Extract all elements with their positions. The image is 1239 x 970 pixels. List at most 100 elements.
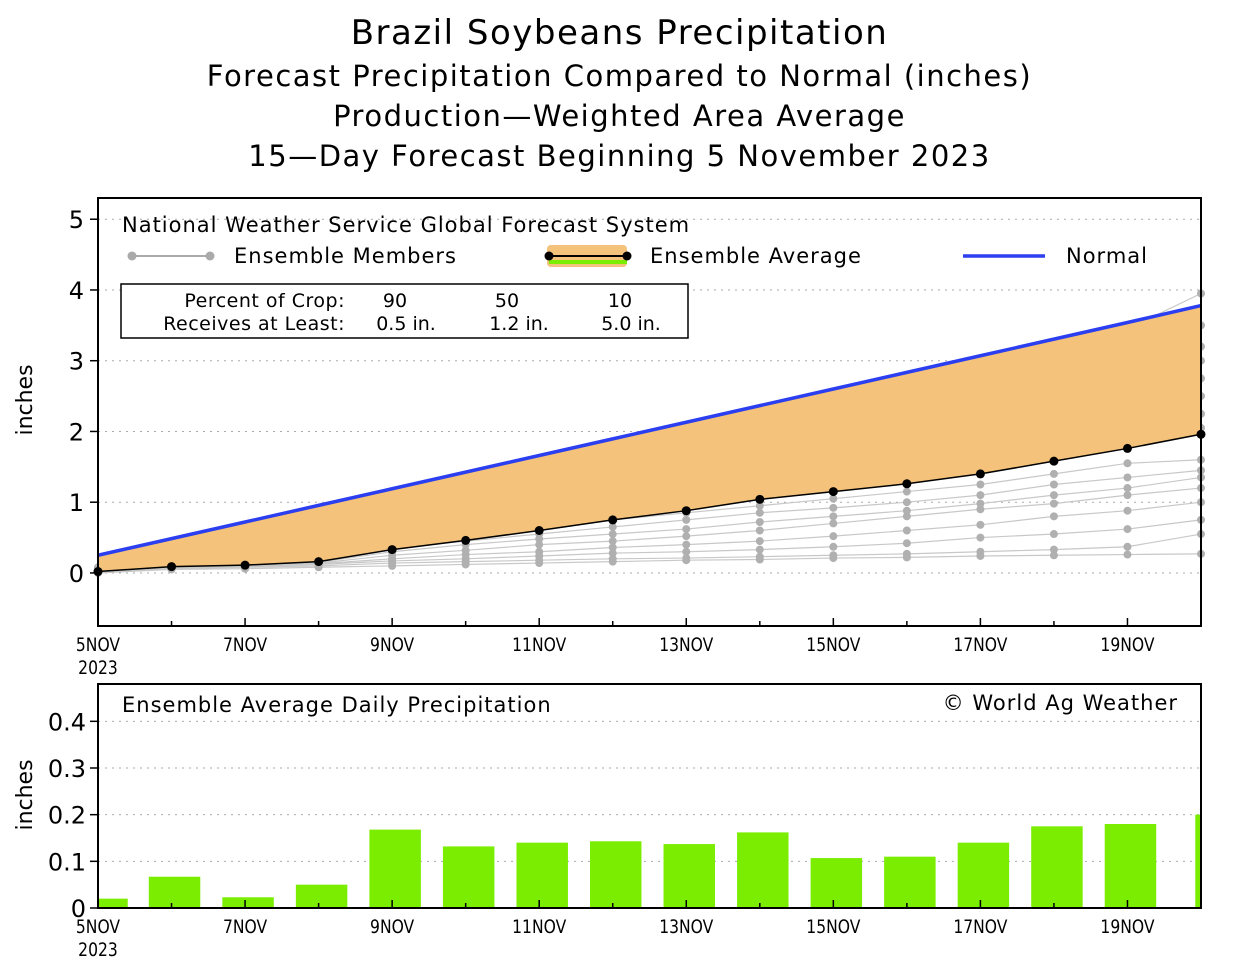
- member-point: [535, 547, 544, 556]
- top-y-tick-label: 1: [69, 489, 84, 517]
- top-x-tick-label: 19NOV: [1100, 635, 1154, 657]
- member-line: [97, 487, 1202, 573]
- member-point: [829, 532, 838, 541]
- member-point: [829, 519, 838, 528]
- ensemble-average-point: [1122, 443, 1132, 453]
- top-y-tick-label: 0: [69, 560, 84, 588]
- member-point: [1123, 484, 1132, 493]
- daily-bar: [1195, 814, 1201, 908]
- top-y-axis: 0 1 2 3 4 5: [69, 206, 98, 588]
- top-panel-title: National Weather Service Global Forecast…: [122, 213, 690, 237]
- daily-bar: [516, 842, 568, 908]
- anomaly-area: [98, 305, 1201, 572]
- member-point: [608, 543, 617, 552]
- bottom-x-tick-label: 9NOV: [370, 917, 414, 939]
- top-plot-frame: [97, 197, 1202, 627]
- member-point: [461, 546, 470, 555]
- member-point: [1049, 512, 1058, 521]
- crop-amt-90: 0.5 in.: [376, 313, 436, 335]
- legend-members-dot-right: [205, 251, 215, 261]
- normal-line: [97, 303, 1202, 557]
- daily-bar: [957, 842, 1010, 908]
- member-point: [755, 545, 764, 554]
- daily-bar: [222, 897, 274, 908]
- top-x-axis: 5NOV 7NOV 9NOV 11NOV 13NOV 15NOV 17NOV 19NOV 202…: [76, 618, 1202, 680]
- bottom-x-tick-label: 7NOV: [223, 917, 267, 939]
- member-point: [682, 515, 691, 524]
- bottom-x-tick-label: 17NOV: [953, 917, 1007, 939]
- top-y-tick-label: 3: [69, 348, 84, 376]
- top-y-tick-label: 4: [69, 277, 84, 305]
- member-point: [1049, 491, 1058, 500]
- member-point: [902, 539, 911, 548]
- member-point: [976, 505, 985, 514]
- member-point: [976, 480, 985, 489]
- crop-pct-50: 50: [495, 290, 519, 312]
- crop-table-box: [120, 283, 689, 339]
- member-point: [755, 552, 764, 561]
- daily-bar: [295, 884, 348, 908]
- bottom-gridlines: [98, 720, 1201, 862]
- series-lines: [93, 303, 1206, 577]
- chart-subtitle-3: 15—Day Forecast Beginning 5 November 202…: [248, 139, 991, 173]
- ensemble-average-point: [314, 557, 324, 567]
- member-point: [829, 512, 838, 521]
- crop-table-header: Percent of Crop:: [184, 290, 345, 312]
- member-point: [829, 494, 838, 503]
- bottom-y-tick-label: 0.4: [48, 708, 86, 736]
- daily-bar: [148, 876, 201, 908]
- member-point: [608, 537, 617, 546]
- member-point: [1123, 491, 1132, 500]
- daily-bar: [737, 832, 789, 908]
- top-x-year-label: 2023: [78, 658, 118, 680]
- legend-normal-label: Normal: [1066, 244, 1148, 268]
- crop-amt-10: 5.0 in.: [601, 313, 661, 335]
- member-point: [608, 530, 617, 539]
- legend-average-label: Ensemble Average: [650, 244, 862, 268]
- top-x-tick-label: 7NOV: [223, 635, 267, 657]
- top-x-tick-label: 9NOV: [370, 635, 414, 657]
- daily-bars: [98, 814, 1201, 908]
- top-x-tick-label: 13NOV: [659, 635, 713, 657]
- bottom-x-tick-label: 5NOV: [76, 917, 120, 939]
- member-point: [755, 508, 764, 517]
- ensemble-average-point: [461, 535, 471, 545]
- ensemble-average-point: [387, 545, 397, 555]
- bottom-plot-frame: [97, 683, 1202, 909]
- chart-subtitle-2: Production—Weighted Area Average: [333, 99, 906, 133]
- member-point: [829, 503, 838, 512]
- bottom-x-year-label: 2023: [78, 940, 118, 962]
- bottom-y-axis-label: inches: [13, 759, 38, 830]
- member-point: [755, 526, 764, 535]
- chart-title-block: Brazil Soybeans Precipitation Forecast P…: [0, 10, 1239, 176]
- member-point: [902, 549, 911, 558]
- daily-bar: [1031, 826, 1083, 908]
- member-point: [682, 554, 691, 563]
- member-point: [1049, 530, 1058, 539]
- member-point: [682, 547, 691, 556]
- daily-bar: [98, 898, 128, 908]
- ensemble-average-point: [240, 560, 250, 570]
- member-point: [829, 551, 838, 560]
- member-point: [1123, 473, 1132, 482]
- member-point: [976, 499, 985, 508]
- member-point: [902, 487, 911, 496]
- bottom-x-axis: 5NOV 7NOV 9NOV 11NOV 13NOV 15NOV 17NOV 19NOV 202…: [76, 900, 1202, 962]
- member-point: [755, 501, 764, 510]
- member-point: [1049, 551, 1058, 560]
- bottom-x-tick-label: 11NOV: [512, 917, 566, 939]
- crop-table-row-label: Receives at Least:: [163, 313, 345, 335]
- ensemble-average-point: [167, 562, 177, 572]
- member-point: [976, 533, 985, 542]
- member-point: [976, 491, 985, 500]
- bottom-y-tick-label: 0.1: [48, 848, 86, 876]
- member-point: [682, 532, 691, 541]
- member-point: [976, 520, 985, 529]
- ensemble-average-point: [608, 515, 618, 525]
- member-point: [902, 506, 911, 515]
- bottom-x-tick-label: 15NOV: [806, 917, 860, 939]
- daily-bar: [369, 829, 421, 908]
- top-x-tick-label: 5NOV: [76, 635, 120, 657]
- ensemble-average-point: [828, 487, 838, 497]
